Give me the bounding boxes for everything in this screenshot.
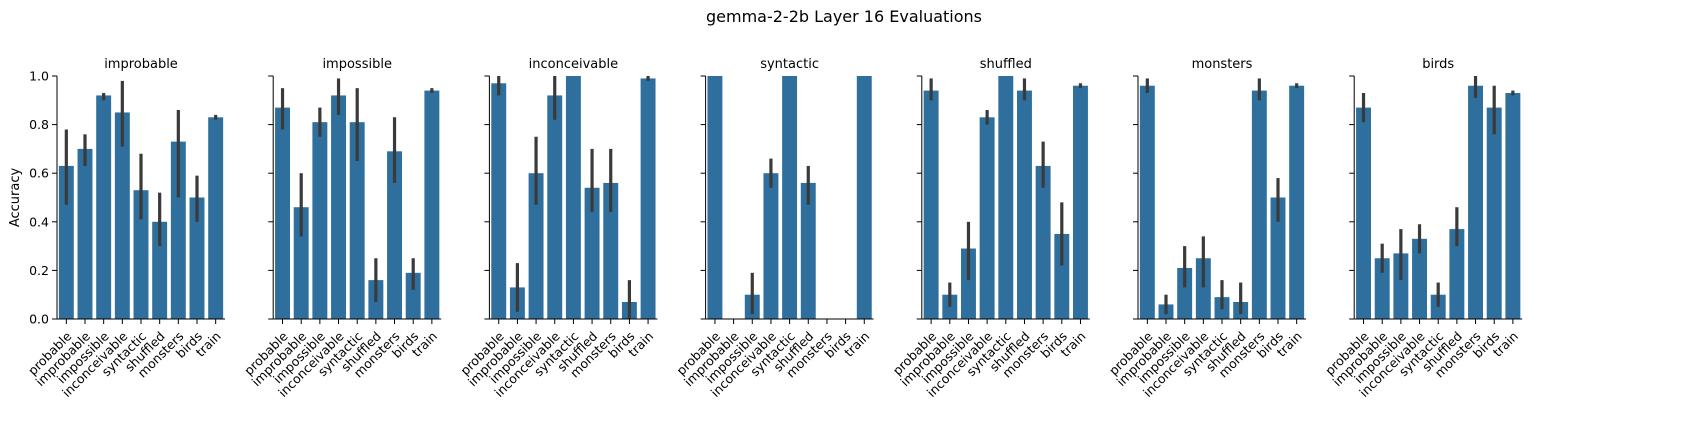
- bar-monsters: [603, 182, 619, 319]
- y-tick-label: 0.6: [29, 166, 49, 181]
- bar-probable: [491, 83, 507, 319]
- bar-syntactic: [565, 76, 581, 319]
- bar-impossible: [96, 95, 112, 319]
- bar-syntactic: [782, 76, 798, 319]
- bar-train: [856, 76, 872, 319]
- bar-improbable: [77, 148, 93, 319]
- bar-inconceivable: [331, 95, 346, 319]
- bar-train: [640, 78, 656, 320]
- panel-monsters: monstersprobableimprobableimpossibleinco…: [1106, 57, 1306, 400]
- bar-probable: [58, 165, 74, 319]
- bar-probable: [1356, 107, 1371, 319]
- y-tick-label: 0.4: [29, 214, 49, 229]
- panel-shuffled: shuffledprobableimprobableimpossibleinco…: [890, 57, 1090, 400]
- bar-impossible: [1393, 253, 1409, 319]
- y-tick-label: 0.8: [29, 117, 49, 132]
- y-axis-label: Accuracy: [8, 168, 23, 228]
- panel-inconceivable: inconceivableprobableimprobableimpossibl…: [457, 57, 658, 400]
- bar-shuffled: [152, 221, 168, 319]
- bar-birds: [1054, 233, 1070, 319]
- figure-title: gemma-2-2b Layer 16 Evaluations: [706, 7, 982, 26]
- bar-inconceivable: [979, 117, 995, 319]
- bar-impossible: [312, 122, 328, 319]
- panels: improbable0.00.20.40.60.81.0probableimpr…: [8, 57, 1523, 400]
- bar-birds: [189, 197, 205, 319]
- y-tick-label: 1.0: [29, 69, 49, 84]
- bar-syntactic: [349, 122, 365, 319]
- bar-impossible: [961, 248, 976, 319]
- bar-inconceivable: [547, 95, 563, 319]
- bar-birds: [1486, 107, 1502, 319]
- panel-title: syntactic: [760, 57, 819, 72]
- bar-train: [1505, 93, 1521, 319]
- bar-inconceivable: [1412, 238, 1427, 319]
- bar-monsters: [1251, 90, 1267, 319]
- bar-shuffled: [1017, 90, 1032, 319]
- y-tick-label: 0.2: [29, 263, 49, 278]
- bar-monsters: [1468, 85, 1483, 319]
- bar-shuffled: [584, 187, 600, 319]
- panel-title: inconceivable: [529, 57, 618, 72]
- bar-birds: [405, 272, 421, 319]
- bar-improbable: [1374, 258, 1390, 319]
- bar-shuffled: [1449, 229, 1465, 319]
- bar-inconceivable: [114, 112, 130, 319]
- bar-syntactic: [998, 76, 1014, 319]
- panel-birds: birdsprobableimprobableimpossibleinconce…: [1322, 57, 1523, 400]
- bar-shuffled: [800, 182, 816, 319]
- y-tick-label: 0.0: [29, 312, 49, 327]
- bar-train: [1289, 85, 1305, 319]
- bar-probable: [707, 76, 723, 319]
- bar-monsters: [387, 151, 402, 319]
- panel-impossible: impossibleprobableimprobableimpossiblein…: [241, 57, 442, 400]
- bar-impossible: [1177, 267, 1193, 319]
- bar-impossible: [528, 173, 544, 319]
- bar-probable: [923, 90, 939, 319]
- panel-title: improbable: [104, 57, 178, 72]
- panel-title: birds: [1422, 57, 1454, 72]
- bar-train: [424, 90, 440, 319]
- panel-title: monsters: [1192, 57, 1253, 72]
- bar-improbable: [293, 207, 309, 319]
- bar-train: [208, 117, 224, 319]
- panel-title: impossible: [322, 57, 392, 72]
- panel-title: shuffled: [980, 57, 1032, 72]
- bar-inconceivable: [763, 173, 779, 319]
- panel-improbable: improbable0.00.20.40.60.81.0probableimpr…: [25, 57, 225, 400]
- bar-probable: [1139, 85, 1155, 319]
- bar-train: [1073, 85, 1088, 319]
- bar-birds: [1270, 197, 1286, 319]
- bar-monsters: [1035, 165, 1051, 319]
- bar-probable: [275, 107, 290, 319]
- bar-monsters: [170, 141, 186, 319]
- bar-syntactic: [133, 190, 149, 319]
- bar-inconceivable: [1195, 258, 1211, 319]
- panel-syntactic: syntacticprobableimprobableimpossibleinc…: [673, 57, 874, 400]
